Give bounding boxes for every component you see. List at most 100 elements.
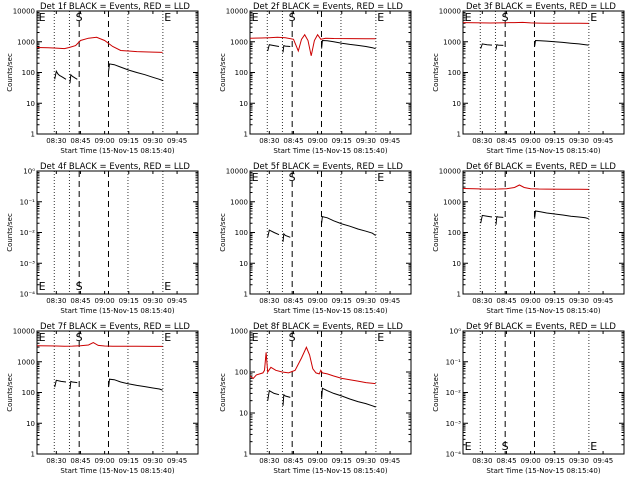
events-series-line [480, 214, 493, 224]
y-tick-label: 100 [235, 229, 248, 237]
x-axis-label: Start Time (15-Nov-15 08:15:40) [486, 307, 600, 315]
y-axis-label: Counts/sec [6, 53, 14, 92]
x-tick-label: 09:30 [569, 137, 589, 145]
panel-det-6: Det 6f BLACK = Events, RED = LLD Counts/s… [432, 162, 625, 315]
y-tick-label: 10 [239, 410, 248, 418]
x-tick-label: 09:15 [119, 137, 139, 145]
panel-det-2: Det 2f BLACK = Events, RED = LLD Counts/s… [219, 2, 412, 155]
plot-title: Det 2f BLACK = Events, RED = LLD [253, 2, 403, 12]
x-tick-label: 09:30 [143, 457, 163, 465]
events-series-line [534, 39, 589, 47]
panel-det-7: Det 7f BLACK = Events, RED = LLD Counts/s… [6, 322, 199, 475]
y-tick-label: 100 [448, 69, 461, 77]
y-axis-label: Counts/sec [219, 213, 227, 252]
events-series-line [321, 39, 376, 50]
plot-frame [249, 330, 412, 455]
x-axis-label: Start Time (15-Nov-15 08:15:40) [273, 147, 387, 155]
events-series-line [282, 232, 291, 242]
y-tick-label: 10⁻³ [20, 260, 36, 268]
y-tick-label: 1000 [17, 358, 35, 366]
events-series-line [54, 69, 67, 80]
lld-series-line [463, 21, 589, 24]
marker-e-start: E [39, 11, 46, 24]
y-tick-label: 1 [244, 291, 248, 299]
x-tick-label: 08:45 [70, 137, 90, 145]
x-tick-label: 09:15 [545, 137, 565, 145]
y-tick-label: 1000 [230, 328, 248, 336]
x-tick-label: 09:00 [95, 297, 115, 305]
x-tick-label: 09:30 [356, 137, 376, 145]
events-series-line [495, 215, 504, 225]
events-series-line [108, 378, 163, 391]
y-axis-label: Counts/sec [6, 213, 14, 252]
y-tick-label: 1 [31, 131, 35, 139]
y-tick-label: 10⁻² [20, 229, 36, 237]
y-tick-label: 1 [457, 131, 461, 139]
x-axis-label: Start Time (15-Nov-15 08:15:40) [486, 467, 600, 475]
y-tick-label: 1 [244, 131, 248, 139]
x-tick-label: 09:15 [332, 137, 352, 145]
y-tick-label: 1000 [443, 38, 461, 46]
y-axis-label: Counts/sec [219, 373, 227, 412]
x-tick-label: 08:30 [472, 457, 492, 465]
plot-title: Det 7f BLACK = Events, RED = LLD [40, 322, 190, 332]
x-tick-label: 08:30 [46, 457, 66, 465]
y-tick-label: 10 [26, 100, 35, 108]
x-tick-label: 08:45 [70, 297, 90, 305]
x-tick-label: 09:30 [356, 297, 376, 305]
plot-title: Det 6f BLACK = Events, RED = LLD [466, 162, 616, 172]
x-tick-label: 09:45 [380, 297, 400, 305]
x-tick-label: 09:00 [308, 137, 328, 145]
y-tick-label: 100 [235, 369, 248, 377]
lld-series-line [463, 184, 589, 190]
panel-det-3: Det 3f BLACK = Events, RED = LLD Counts/s… [432, 2, 625, 155]
x-tick-label: 09:45 [380, 137, 400, 145]
x-tick-label: 09:30 [143, 297, 163, 305]
y-tick-label: 1 [244, 451, 248, 459]
marker-s: S [76, 280, 83, 293]
x-axis-label: Start Time (15-Nov-15 08:15:40) [273, 307, 387, 315]
events-series-line [495, 44, 504, 50]
x-tick-label: 09:15 [332, 297, 352, 305]
y-tick-label: 10 [452, 100, 461, 108]
y-tick-label: 10000 [226, 8, 248, 16]
y-tick-label: 10⁰ [23, 168, 35, 176]
plot-title: Det 8f BLACK = Events, RED = LLD [253, 322, 403, 332]
x-tick-label: 09:45 [167, 297, 187, 305]
x-tick-label: 09:30 [143, 137, 163, 145]
x-tick-label: 08:45 [283, 297, 303, 305]
marker-s: S [289, 171, 296, 184]
events-series-line [267, 229, 280, 238]
y-tick-label: 10000 [13, 328, 35, 336]
x-tick-label: 09:00 [521, 137, 541, 145]
x-tick-label: 09:45 [593, 297, 613, 305]
x-tick-label: 08:45 [496, 137, 516, 145]
x-tick-label: 09:30 [569, 297, 589, 305]
x-tick-label: 09:45 [380, 457, 400, 465]
marker-s: S [502, 440, 509, 453]
y-tick-label: 100 [448, 229, 461, 237]
marker-s: S [76, 331, 83, 344]
x-tick-label: 08:30 [472, 297, 492, 305]
x-tick-label: 09:45 [593, 457, 613, 465]
y-tick-label: 10⁻³ [446, 420, 462, 428]
y-tick-label: 10000 [226, 168, 248, 176]
plot-title: Det 9f BLACK = Events, RED = LLD [466, 322, 616, 332]
marker-e-end: E [164, 280, 171, 293]
events-series-line [282, 393, 291, 406]
marker-e-end: E [377, 331, 384, 344]
panel-det-9: Det 9f BLACK = Events, RED = LLD Counts/s… [432, 322, 625, 475]
y-axis-label: Counts/sec [219, 53, 227, 92]
y-tick-label: 10⁻² [446, 389, 462, 397]
lld-series-line [250, 346, 376, 385]
y-axis-label: Counts/sec [432, 53, 440, 92]
y-tick-label: 100 [235, 69, 248, 77]
panel-det-4: Det 4f BLACK = Events, RED = LLD Counts/s… [6, 162, 199, 315]
events-series-line [267, 389, 280, 401]
y-tick-label: 10000 [439, 168, 461, 176]
plot-frame [36, 330, 199, 455]
events-series-line [54, 379, 67, 388]
x-tick-label: 09:00 [308, 457, 328, 465]
y-axis-label: Counts/sec [6, 373, 14, 412]
